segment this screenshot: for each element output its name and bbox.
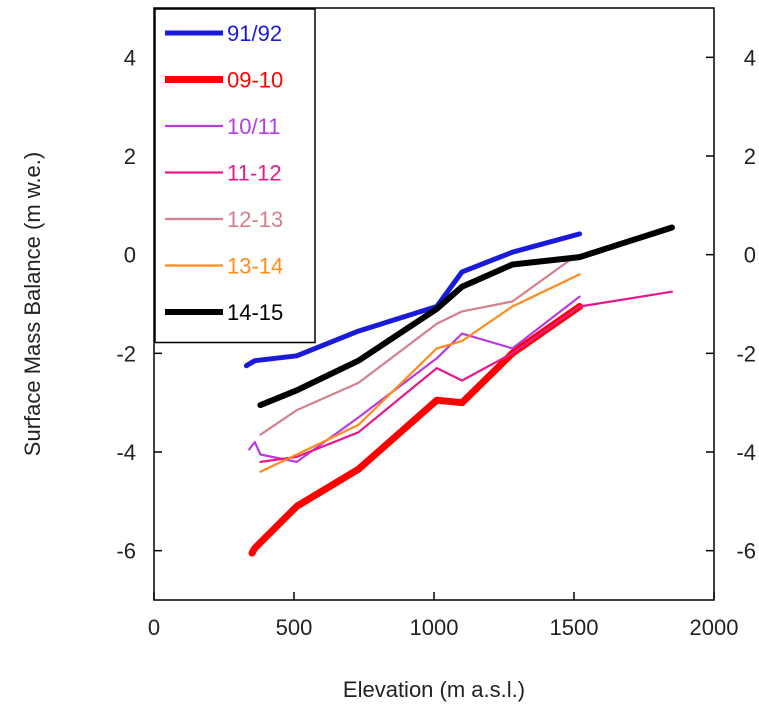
y-tick-label-right: -2 xyxy=(736,341,756,366)
x-tick-label: 0 xyxy=(148,615,160,640)
legend-label: 10/11 xyxy=(227,114,280,139)
series-line-14-15 xyxy=(257,224,675,409)
y-tick-label-right: 4 xyxy=(744,45,756,70)
legend-label: 13-14 xyxy=(227,254,283,279)
ticks-layer: 0 500 1000 1500 2000 -6 -6 -4 -4 -2 -2 0 0 2 2 4 4 xyxy=(116,45,756,640)
y-tick-label-left: 0 xyxy=(124,243,136,268)
series-line-10-11 xyxy=(248,295,581,463)
y-tick-label-left: -2 xyxy=(116,341,136,366)
y-tick-label-right: 2 xyxy=(744,144,756,169)
series-line-12-13 xyxy=(259,256,576,436)
y-tick-label-left: 4 xyxy=(124,45,136,70)
y-tick-label-left: -6 xyxy=(116,539,136,564)
x-tick-label: 2000 xyxy=(690,615,739,640)
series-layer xyxy=(243,224,675,557)
y-tick-label-right: 0 xyxy=(744,243,756,268)
y-axis-label: Surface Mass Balance (m w.e.) xyxy=(20,152,45,456)
series-line-09-10 xyxy=(248,303,584,557)
legend-label: 11-12 xyxy=(227,161,282,186)
legend-label: 09-10 xyxy=(227,68,283,93)
x-axis-label: Elevation (m a.s.l.) xyxy=(343,677,525,702)
legend-label: 12-13 xyxy=(227,207,283,232)
y-tick-label-left: -4 xyxy=(116,440,136,465)
y-tick-label-right: -6 xyxy=(736,539,756,564)
y-tick-label-left: 2 xyxy=(124,144,136,169)
y-tick-label-right: -4 xyxy=(736,440,756,465)
legend-box xyxy=(154,8,316,344)
legend-label: 91/92 xyxy=(227,21,282,46)
x-tick-label: 1000 xyxy=(410,615,459,640)
series-line-13-14 xyxy=(259,273,581,473)
x-tick-label: 500 xyxy=(276,615,313,640)
series-line-91-92 xyxy=(243,231,583,369)
series-line-11-12 xyxy=(259,290,674,463)
x-tick-label: 1500 xyxy=(550,615,599,640)
legend: 91/92 09-10 10/11 11-12 12-13 13-14 14-15 xyxy=(154,8,316,344)
legend-label: 14-15 xyxy=(227,300,283,325)
